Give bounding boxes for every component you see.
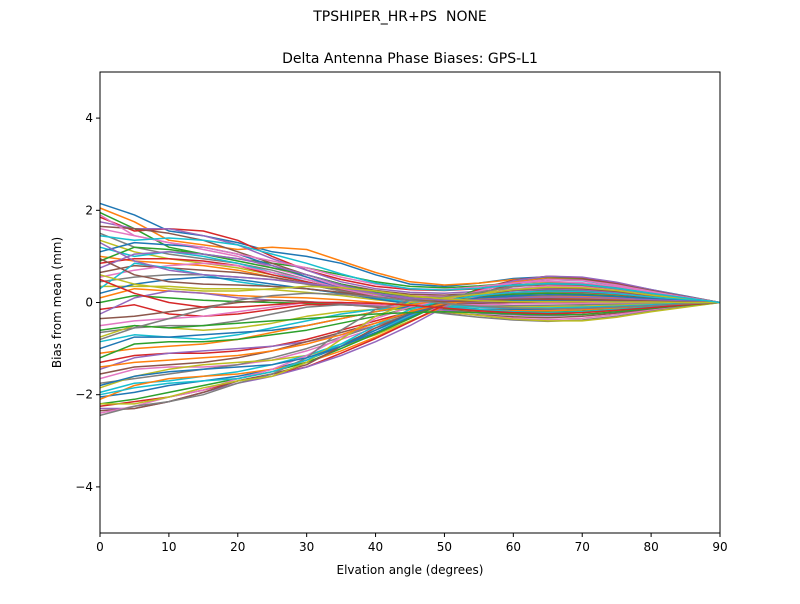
y-tick-label: 0 [85, 296, 93, 310]
y-axis-label: Bias from mean (mm) [50, 237, 64, 368]
x-tick-label: 90 [712, 540, 727, 554]
series-layer [99, 202, 721, 417]
series-line-55 [99, 241, 721, 304]
x-tick-label: 50 [437, 540, 452, 554]
x-tick-label: 0 [96, 540, 104, 554]
y-axis-ticks: −4 −2 0 2 4 [75, 111, 100, 494]
chart-title: Delta Antenna Phase Biases: GPS-L1 [282, 51, 538, 67]
series-line-54 [99, 278, 721, 315]
x-tick-label: 80 [643, 540, 658, 554]
series-line-50 [99, 290, 721, 396]
y-tick-label: 2 [85, 203, 93, 217]
x-tick-label: 10 [161, 540, 176, 554]
series-line-17 [99, 262, 720, 306]
x-tick-label: 70 [575, 540, 590, 554]
series-line-35 [99, 287, 721, 371]
series-line-51 [99, 293, 721, 387]
y-tick-label: 4 [85, 111, 93, 125]
series-line-49 [100, 286, 721, 405]
x-tick-label: 40 [368, 540, 383, 554]
series-line-59 [99, 274, 720, 304]
y-tick-label: −4 [75, 480, 93, 494]
series-line-53 [99, 301, 721, 331]
figure-suptitle: TPSHIPER_HR+PS NONE [313, 9, 487, 25]
x-tick-label: 60 [506, 540, 521, 554]
series-line-58 [99, 292, 721, 341]
x-tick-label: 30 [299, 540, 314, 554]
series-line-47 [99, 278, 721, 414]
y-tick-label: −2 [75, 388, 93, 402]
x-axis-ticks: 0 10 20 30 40 50 60 70 80 90 [96, 533, 728, 554]
x-axis-label: Elvation angle (degrees) [337, 563, 484, 577]
series-line-60 [99, 234, 721, 304]
x-tick-label: 20 [230, 540, 245, 554]
